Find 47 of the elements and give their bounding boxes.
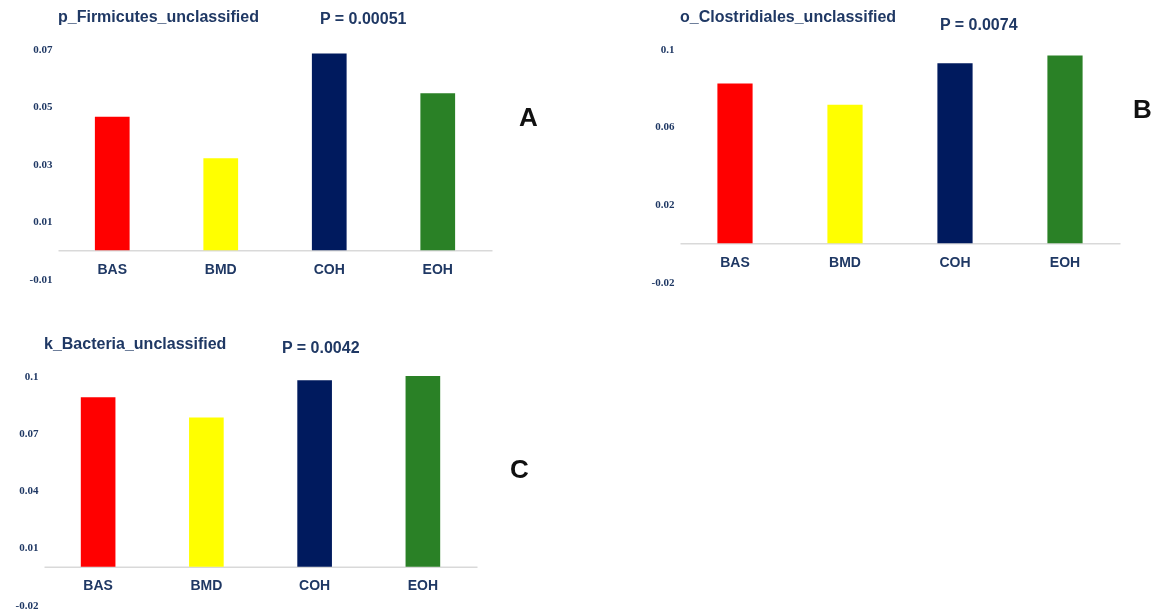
bar xyxy=(420,93,456,251)
x-tick-label: COH xyxy=(299,577,331,594)
bar xyxy=(717,83,753,244)
x-tick-label: BAS xyxy=(97,260,128,277)
x-tick-label: BAS xyxy=(720,253,750,270)
bar xyxy=(94,116,130,251)
y-tick-label: 0.1 xyxy=(24,369,39,382)
y-tick-label: 0.01 xyxy=(19,541,39,554)
x-tick-label: BMD xyxy=(204,260,237,277)
x-tick-label: COH xyxy=(313,260,345,277)
bar xyxy=(1047,55,1083,244)
y-tick-label: 0.01 xyxy=(33,215,53,227)
y-tick-label: -0.02 xyxy=(651,275,675,288)
text: P = 0.00051 xyxy=(320,10,407,28)
y-tick-label: 0.02 xyxy=(655,197,675,210)
bar xyxy=(311,53,347,251)
y-tick-label: 0.06 xyxy=(655,120,675,133)
text: B xyxy=(1133,94,1152,125)
y-tick-label: 0.1 xyxy=(660,42,675,55)
x-tick-label: EOH xyxy=(422,260,453,277)
y-tick-label: -0.01 xyxy=(29,272,53,285)
bar xyxy=(189,417,224,567)
bar xyxy=(405,376,441,567)
chart-title: k_Bacteria_unclassified xyxy=(44,335,227,352)
text: A xyxy=(519,102,538,133)
bar xyxy=(937,63,973,244)
y-tick-label: 0.07 xyxy=(33,42,53,55)
x-tick-label: BMD xyxy=(829,253,861,270)
chart-title: o_Clostridiales_unclassified xyxy=(680,8,897,25)
bar xyxy=(827,104,863,244)
text: P = 0.0074 xyxy=(940,16,1018,34)
x-tick-label: BAS xyxy=(83,577,113,594)
y-tick-label: 0.05 xyxy=(33,100,53,112)
x-tick-label: BMD xyxy=(190,577,223,594)
text: P = 0.0042 xyxy=(282,339,360,357)
bar xyxy=(297,380,332,567)
bar xyxy=(80,397,116,567)
text: C xyxy=(510,454,529,485)
y-tick-label: 0.07 xyxy=(19,426,39,439)
y-tick-label: -0.02 xyxy=(15,598,39,610)
x-tick-label: EOH xyxy=(407,577,439,594)
chart-title: p_Firmicutes_unclassified xyxy=(58,8,259,25)
y-tick-label: 0.04 xyxy=(19,484,39,496)
bar xyxy=(203,158,239,251)
x-tick-label: EOH xyxy=(1049,253,1081,270)
x-tick-label: COH xyxy=(939,253,971,270)
y-tick-label: 0.03 xyxy=(33,157,53,170)
